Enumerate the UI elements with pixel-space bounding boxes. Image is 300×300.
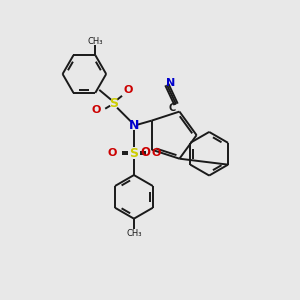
Text: S: S	[110, 97, 118, 110]
Text: O: O	[123, 85, 133, 95]
Text: O: O	[107, 148, 117, 158]
Text: N: N	[129, 119, 139, 132]
Text: N: N	[166, 78, 176, 88]
Text: O: O	[151, 148, 160, 158]
Text: CH₃: CH₃	[126, 229, 142, 238]
Text: O: O	[92, 105, 101, 115]
Text: CH₃: CH₃	[88, 37, 103, 46]
Text: C: C	[169, 103, 176, 113]
Text: O: O	[141, 146, 151, 159]
Text: S: S	[129, 147, 138, 160]
